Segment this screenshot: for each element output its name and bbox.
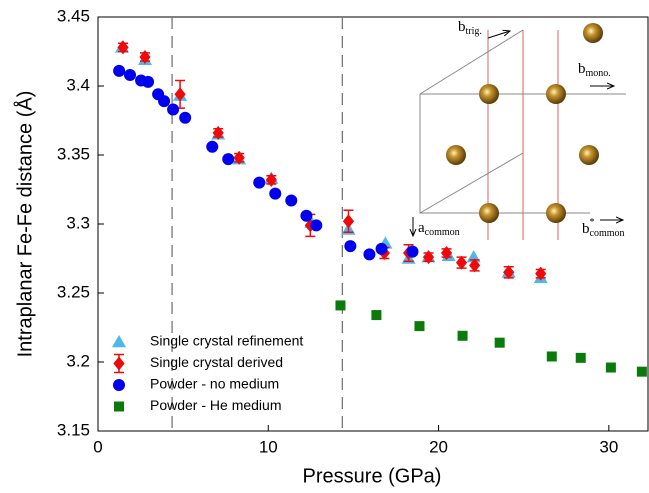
inset-arrows (413, 31, 623, 236)
point (310, 219, 323, 232)
atoms (446, 23, 603, 223)
x-tick-label: 30 (599, 437, 618, 456)
point (167, 103, 180, 116)
point (457, 330, 468, 341)
point (344, 240, 357, 253)
atom (583, 23, 603, 43)
legend-marker (112, 335, 126, 348)
point (174, 87, 186, 102)
y-tick-label: 3.15 (57, 420, 90, 439)
atom (579, 145, 599, 165)
atom (479, 203, 499, 223)
y-tick-label: 3.35 (57, 144, 90, 163)
point (535, 266, 547, 281)
legend-label: Single crystal derived (150, 354, 283, 370)
point (113, 64, 126, 77)
point (139, 50, 151, 65)
point (494, 337, 505, 348)
y-tick-label: 3.2 (66, 351, 90, 370)
x-axis-label: Pressure (GPa) (303, 465, 442, 487)
point (117, 40, 129, 55)
point (179, 111, 192, 124)
point (546, 351, 557, 362)
point (222, 153, 235, 166)
legend-marker (113, 379, 125, 391)
point (124, 68, 137, 81)
point (422, 250, 435, 265)
legend-marker (113, 356, 125, 371)
point (440, 245, 453, 260)
y-tick-label: 3.25 (57, 282, 90, 301)
point (269, 187, 282, 200)
atom (479, 84, 499, 104)
y-tick-label: 3.45 (57, 6, 90, 25)
point (342, 214, 355, 229)
legend-label: Powder - He medium (150, 397, 282, 413)
point (605, 362, 616, 373)
legend-label: Powder - no medium (150, 376, 279, 392)
legend-label: Single crystal refinement (150, 333, 303, 349)
atom (546, 84, 566, 104)
point (636, 366, 647, 377)
arrow (487, 31, 510, 39)
point (503, 265, 515, 280)
point (414, 321, 425, 332)
point (371, 310, 382, 321)
point (300, 209, 313, 222)
point (469, 258, 481, 273)
point (335, 300, 346, 311)
point (285, 194, 298, 207)
point (265, 172, 277, 187)
point (375, 242, 388, 255)
point (455, 255, 468, 270)
inset-label: b* common (582, 217, 625, 239)
inset-label: bmono. (578, 61, 611, 79)
inset-label: btrig. (458, 19, 482, 37)
point (406, 245, 419, 258)
point (158, 95, 171, 108)
point (363, 248, 376, 261)
point (206, 140, 219, 153)
point (142, 75, 155, 88)
y-axis-label: Intraplanar Fe-Fe distance (Å) (13, 91, 36, 358)
crystal-inset (419, 29, 626, 240)
x-tick-label: 10 (259, 437, 278, 456)
legend-marker (114, 401, 124, 412)
y-tick-label: 3.4 (66, 75, 90, 94)
inset-label: acommon (418, 220, 460, 238)
y-tick-label: 3.3 (66, 213, 90, 232)
point (253, 176, 266, 189)
x-tick-label: 20 (429, 437, 448, 456)
atom (546, 203, 566, 223)
point (212, 125, 224, 140)
point (575, 352, 586, 363)
x-tick-label: 0 (93, 437, 102, 456)
atom (446, 145, 466, 165)
point (233, 150, 245, 165)
